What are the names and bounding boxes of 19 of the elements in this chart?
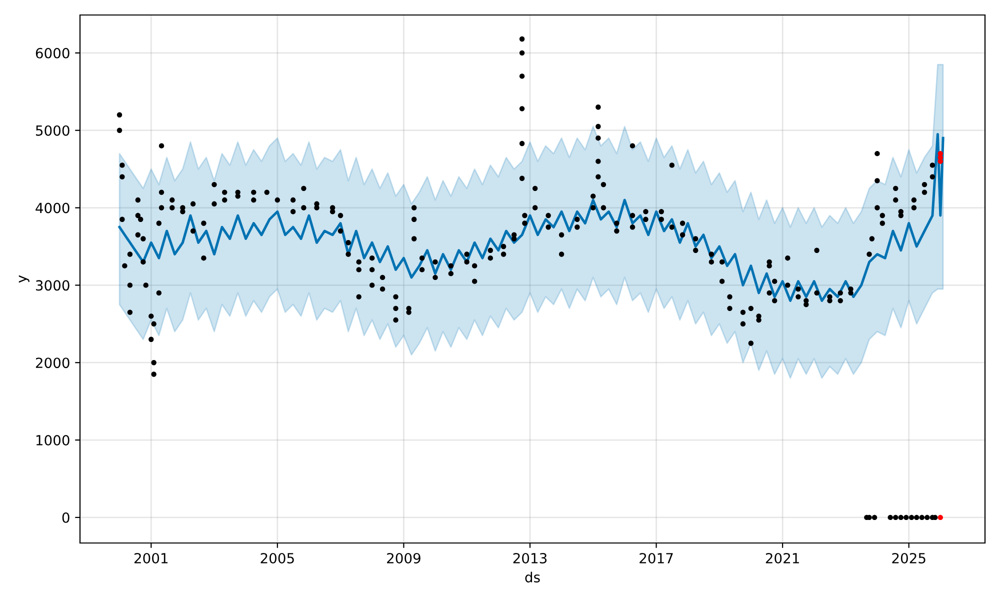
- point: [938, 514, 943, 520]
- x-tick-label: 2005: [260, 552, 294, 564]
- y-tick-label: 1000: [36, 435, 70, 446]
- y-tick-label: 6000: [36, 48, 70, 58]
- x-tick-label: 2013: [513, 552, 547, 564]
- y-axis-title: y: [18, 275, 30, 283]
- y-tick-label: 5000: [36, 125, 70, 136]
- x-tick-label: 2009: [387, 552, 420, 564]
- y-tick-label: 3000: [36, 280, 70, 291]
- x-tick-label: 2001: [134, 552, 168, 564]
- x-tick-label: 2021: [766, 552, 799, 564]
- y-tick-label: 4000: [36, 202, 70, 214]
- x-axis-title: ds: [525, 572, 540, 582]
- y-tick-label: 2000: [36, 358, 70, 368]
- x-tick-label: 2017: [640, 552, 673, 564]
- y-tick-label: 0: [62, 512, 70, 523]
- point: [938, 158, 943, 164]
- line-series: [118, 132, 944, 302]
- x-tick-label: 2025: [892, 552, 926, 564]
